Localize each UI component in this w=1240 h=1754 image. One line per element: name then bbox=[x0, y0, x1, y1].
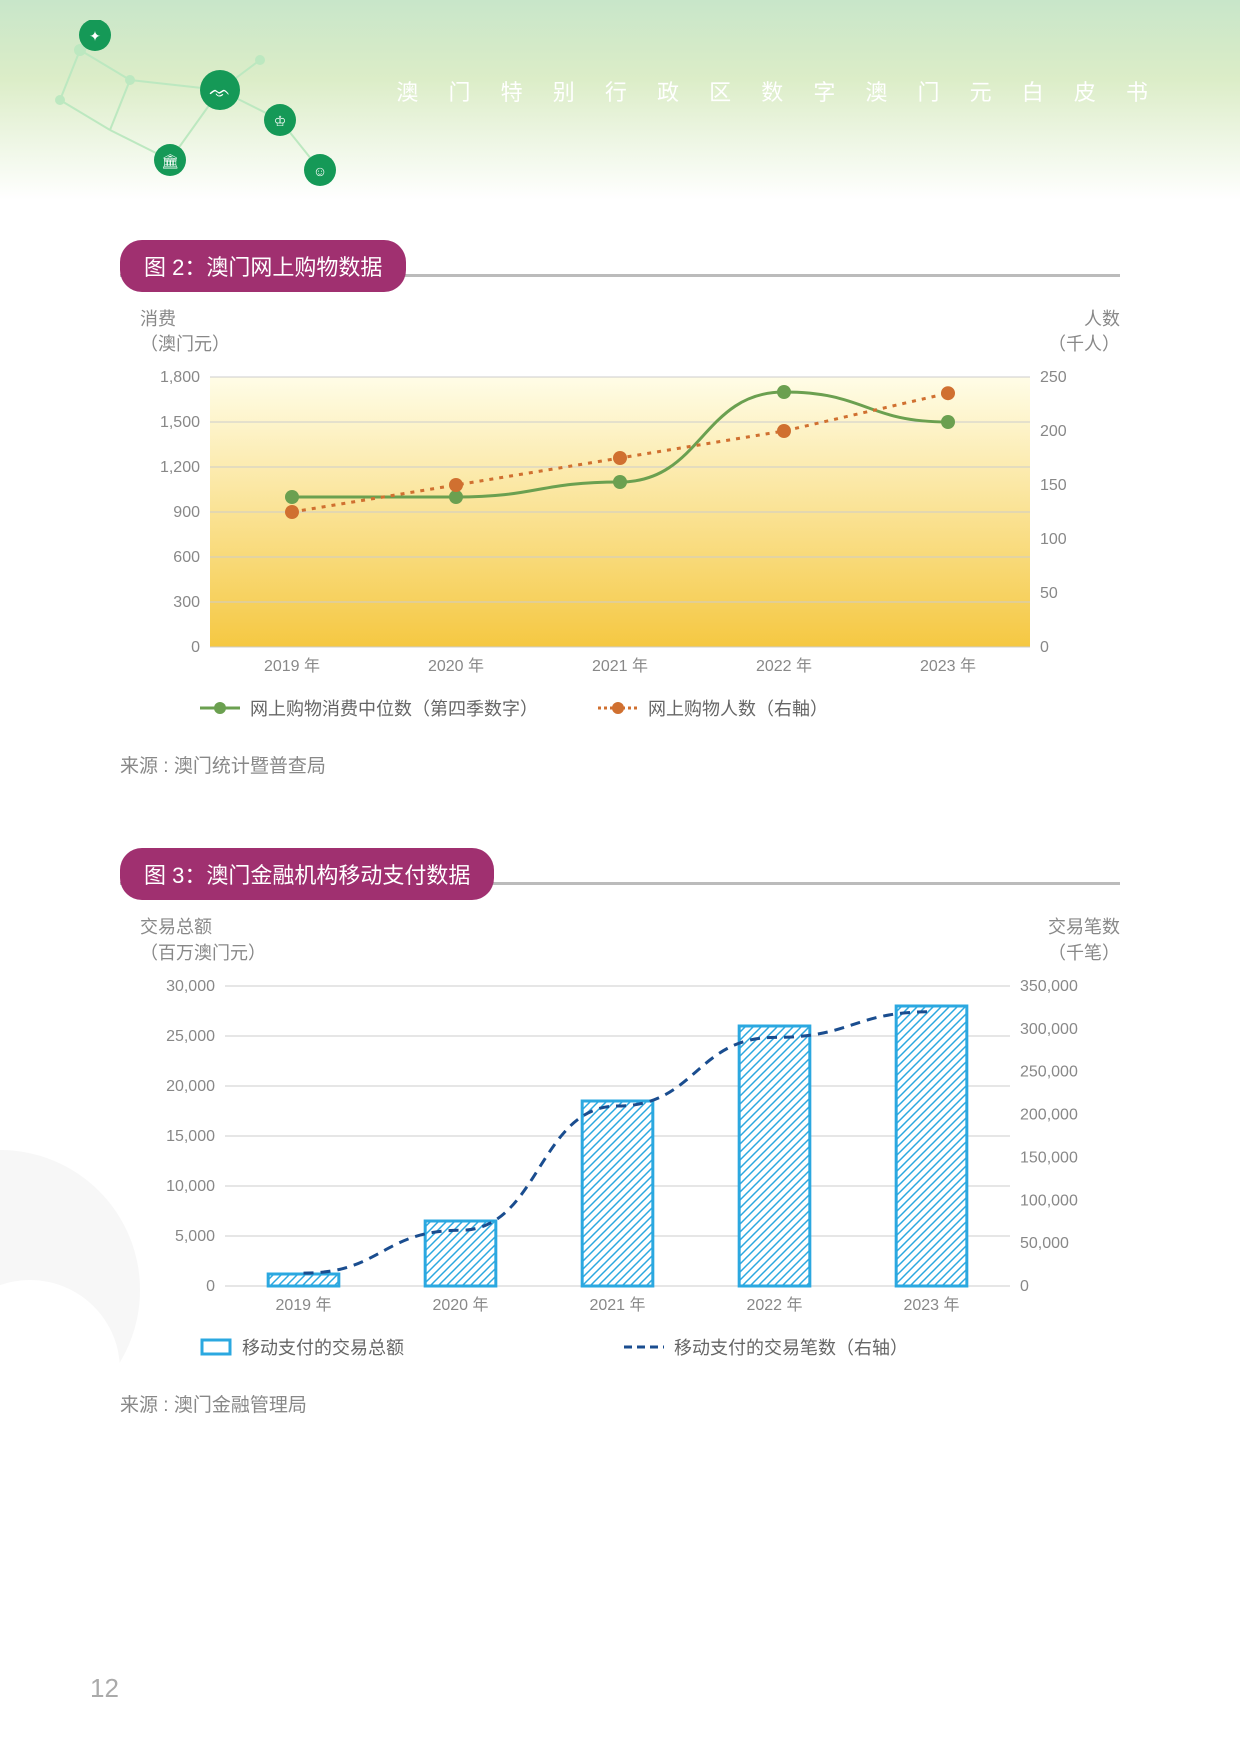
svg-text:2022 年: 2022 年 bbox=[756, 657, 812, 675]
chart3-source: 来源 : 澳门金融管理局 bbox=[120, 1390, 1120, 1417]
svg-text:100,000: 100,000 bbox=[1020, 1192, 1078, 1209]
chart2-right-axis-l2: （千人） bbox=[1048, 334, 1120, 354]
chart2-container: 消费 （澳门元） 人数 （千人） 0 300 600 900 1,200 1,500 1,8… bbox=[140, 307, 1120, 721]
svg-text:200,000: 200,000 bbox=[1020, 1106, 1078, 1123]
svg-text:150,000: 150,000 bbox=[1020, 1149, 1078, 1166]
chart2-left-axis-label: 消费 （澳门元） bbox=[140, 307, 230, 357]
chart3-right-axis-label: 交易笔数 （千笔） bbox=[1048, 915, 1120, 965]
chart3-right-axis-l2: （千笔） bbox=[1048, 943, 1120, 963]
chart3-right-axis-l1: 交易笔数 bbox=[1048, 917, 1120, 937]
svg-text:150: 150 bbox=[1040, 477, 1067, 494]
svg-text:2022 年: 2022 年 bbox=[746, 1296, 802, 1314]
page-title: 澳 门 特 别 行 政 区 数 字 澳 门 元 白 皮 书 bbox=[396, 75, 1160, 107]
svg-text:10,000: 10,000 bbox=[166, 1178, 215, 1195]
chart2-svg: 0 300 600 900 1,200 1,500 1,800 0 50 100 150 200 250… bbox=[140, 367, 1100, 677]
svg-text:2019 年: 2019 年 bbox=[275, 1296, 331, 1314]
svg-text:0: 0 bbox=[1040, 639, 1049, 656]
chart2-left-axis-l1: 消费 bbox=[140, 309, 176, 329]
page-number: 12 bbox=[90, 1673, 119, 1704]
chart3-legend-1: 移动支付的交易总额 bbox=[200, 1334, 404, 1360]
svg-text:300: 300 bbox=[173, 594, 200, 611]
chart3-legend-2: 移动支付的交易笔数（右轴） bbox=[624, 1334, 908, 1360]
svg-text:2023 年: 2023 年 bbox=[903, 1296, 959, 1314]
chart2-legend-2: 网上购物人数（右軸） bbox=[598, 695, 828, 721]
chart3-container: 交易总额 （百万澳门元） 交易笔数 （千笔） 0 5,000 10,000 15,00… bbox=[140, 915, 1120, 1359]
chart2-legend-1-text: 网上购物消费中位数（第四季数字） bbox=[250, 695, 538, 721]
chart2-badge: 图 2：澳门网上购物数据 bbox=[120, 240, 406, 292]
svg-text:1,800: 1,800 bbox=[160, 369, 200, 386]
chart2-legend: 网上购物消费中位数（第四季数字） 网上购物人数（右軸） bbox=[140, 695, 1120, 721]
svg-text:100: 100 bbox=[1040, 531, 1067, 548]
svg-text:5,000: 5,000 bbox=[175, 1228, 215, 1245]
svg-text:30,000: 30,000 bbox=[166, 978, 215, 995]
svg-text:15,000: 15,000 bbox=[166, 1128, 215, 1145]
chart3-badge: 图 3：澳门金融机构移动支付数据 bbox=[120, 848, 494, 900]
svg-text:✦: ✦ bbox=[89, 28, 101, 44]
svg-text:2021 年: 2021 年 bbox=[589, 1296, 645, 1314]
svg-text:☺: ☺ bbox=[313, 163, 327, 179]
svg-text:🏛: 🏛 bbox=[161, 153, 179, 169]
chart2-legend-2-text: 网上购物人数（右軸） bbox=[648, 695, 828, 721]
chart3-left-axis-l2: （百万澳门元） bbox=[140, 943, 266, 963]
svg-text:2021 年: 2021 年 bbox=[592, 657, 648, 675]
svg-text:2019 年: 2019 年 bbox=[264, 657, 320, 675]
svg-text:20,000: 20,000 bbox=[166, 1078, 215, 1095]
chart2-right-axis-label: 人数 （千人） bbox=[1048, 307, 1120, 357]
chart2-source: 来源 : 澳门统计暨普查局 bbox=[120, 751, 1120, 778]
svg-text:♔: ♔ bbox=[274, 113, 287, 129]
svg-text:900: 900 bbox=[173, 504, 200, 521]
svg-text:ᨎ: ᨎ bbox=[209, 81, 230, 101]
svg-text:50,000: 50,000 bbox=[1020, 1235, 1069, 1252]
chart2-left-axis-l2: （澳门元） bbox=[140, 334, 230, 354]
svg-text:1,200: 1,200 bbox=[160, 459, 200, 476]
chart3-legend-1-text: 移动支付的交易总额 bbox=[242, 1334, 404, 1360]
svg-text:0: 0 bbox=[191, 639, 200, 656]
chart2-legend-1: 网上购物消费中位数（第四季数字） bbox=[200, 695, 538, 721]
svg-text:250: 250 bbox=[1040, 369, 1067, 386]
svg-text:2020 年: 2020 年 bbox=[428, 657, 484, 675]
chart3-legend-2-text: 移动支付的交易笔数（右轴） bbox=[674, 1334, 908, 1360]
svg-text:25,000: 25,000 bbox=[166, 1028, 215, 1045]
chart3-legend: 移动支付的交易总额 移动支付的交易笔数（右轴） bbox=[140, 1334, 1120, 1360]
chart3-left-axis-label: 交易总额 （百万澳门元） bbox=[140, 915, 266, 965]
chart3-svg: 0 5,000 10,000 15,000 20,000 25,000 30,000 0 50,… bbox=[140, 976, 1100, 1316]
svg-text:200: 200 bbox=[1040, 423, 1067, 440]
svg-text:1,500: 1,500 bbox=[160, 414, 200, 431]
svg-text:350,000: 350,000 bbox=[1020, 978, 1078, 995]
svg-text:50: 50 bbox=[1040, 585, 1058, 602]
svg-text:250,000: 250,000 bbox=[1020, 1063, 1078, 1080]
svg-text:2020 年: 2020 年 bbox=[432, 1296, 488, 1314]
svg-text:600: 600 bbox=[173, 549, 200, 566]
chart2-right-axis-l1: 人数 bbox=[1084, 309, 1120, 329]
svg-text:0: 0 bbox=[1020, 1278, 1029, 1295]
network-graphic: ✦ ᨎ ♔ 🏛 ☺ bbox=[40, 20, 440, 200]
svg-text:0: 0 bbox=[206, 1278, 215, 1295]
svg-text:300,000: 300,000 bbox=[1020, 1021, 1078, 1038]
svg-text:2023 年: 2023 年 bbox=[920, 657, 976, 675]
chart3-left-axis-l1: 交易总额 bbox=[140, 917, 212, 937]
